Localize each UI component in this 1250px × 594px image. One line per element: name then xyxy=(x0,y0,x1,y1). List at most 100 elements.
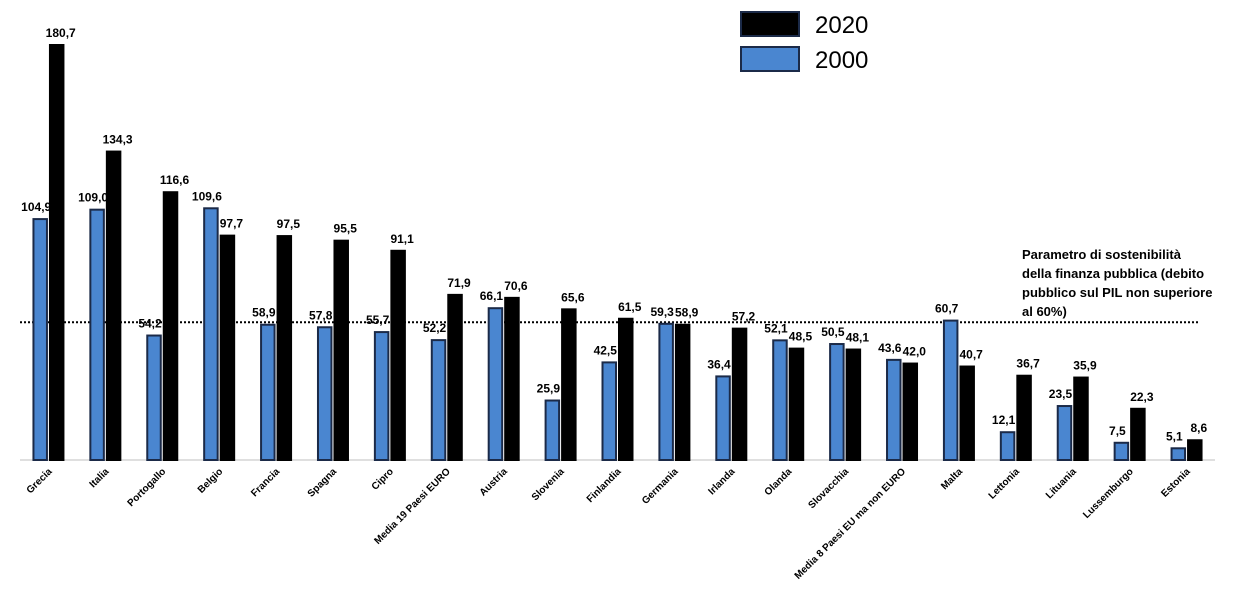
x-tick-label: Estonia xyxy=(1159,466,1193,500)
bar xyxy=(674,323,691,461)
bar xyxy=(959,365,975,462)
bar xyxy=(89,208,105,461)
x-tick-label: Grecia xyxy=(25,466,55,496)
value-label: 104,9 xyxy=(21,200,51,214)
value-label: 40,7 xyxy=(959,348,983,362)
value-label: 23,5 xyxy=(1049,387,1073,401)
bar xyxy=(942,319,959,461)
legend-label: 2000 xyxy=(815,47,868,74)
value-label: 7,5 xyxy=(1109,424,1126,438)
value-label: 70,6 xyxy=(504,279,528,293)
x-tick-label: Germania xyxy=(640,466,681,507)
annotation: al 60%) xyxy=(1022,304,1067,319)
bar xyxy=(829,343,845,461)
value-label: 43,6 xyxy=(878,341,902,355)
value-label: 5,1 xyxy=(1166,429,1183,443)
bar xyxy=(1130,407,1146,461)
x-tick-label: Cipro xyxy=(370,466,396,492)
bar xyxy=(162,191,179,461)
bar xyxy=(1016,374,1032,462)
bar xyxy=(487,307,504,462)
value-label: 180,7 xyxy=(46,26,76,40)
bar xyxy=(203,207,219,461)
x-tick-label: Francia xyxy=(249,466,282,499)
legend-swatch xyxy=(740,11,800,37)
value-label: 59,3 xyxy=(650,305,674,319)
value-label: 35,9 xyxy=(1073,359,1097,373)
value-label: 66,1 xyxy=(480,289,504,303)
bar xyxy=(260,323,276,461)
value-label: 52,1 xyxy=(764,321,788,335)
bar xyxy=(561,308,577,462)
bar xyxy=(504,296,520,462)
bar xyxy=(886,358,902,462)
bar xyxy=(146,334,162,462)
bar xyxy=(601,361,617,461)
bar xyxy=(105,150,122,462)
x-tick-label: Olanda xyxy=(763,466,795,498)
x-tick-label: Spagna xyxy=(306,466,340,500)
value-label: 48,1 xyxy=(846,331,870,345)
value-label: 48,5 xyxy=(789,330,813,344)
bar xyxy=(1170,447,1187,462)
bar xyxy=(1113,441,1130,462)
annotation: pubblico sul PIL non superiore xyxy=(1022,285,1212,300)
x-tick-label: Irlanda xyxy=(706,466,737,497)
value-label: 8,6 xyxy=(1190,421,1207,435)
bar xyxy=(32,218,48,461)
value-label: 58,9 xyxy=(252,306,276,320)
value-label: 36,7 xyxy=(1016,357,1040,371)
bar xyxy=(430,339,447,461)
bar xyxy=(390,249,406,461)
value-label: 58,9 xyxy=(675,306,699,320)
value-label: 109,0 xyxy=(78,191,108,205)
bar xyxy=(1187,439,1203,461)
bar xyxy=(1056,405,1073,461)
bar xyxy=(618,317,634,461)
value-label: 60,7 xyxy=(935,302,959,316)
value-label: 109,6 xyxy=(192,189,222,203)
bar xyxy=(1073,376,1089,461)
x-tick-label: Slovenia xyxy=(530,466,567,503)
value-label: 42,5 xyxy=(594,343,618,357)
bar xyxy=(544,399,561,461)
value-label: 22,3 xyxy=(1130,390,1154,404)
bar xyxy=(772,339,788,462)
bar xyxy=(316,326,333,462)
value-label: 97,5 xyxy=(277,217,301,231)
value-label: 91,1 xyxy=(390,232,414,246)
bar xyxy=(219,234,236,461)
bar xyxy=(715,375,731,461)
x-tick-label: Lussemburgo xyxy=(1081,466,1136,521)
x-tick-label: Finlandia xyxy=(585,466,624,505)
value-label: 55,7 xyxy=(366,313,390,327)
bar xyxy=(845,348,862,462)
value-label: 25,9 xyxy=(537,382,561,396)
bar xyxy=(276,235,293,461)
bar xyxy=(731,327,748,461)
bar xyxy=(658,322,674,461)
x-tick-label: Slovacchia xyxy=(807,466,852,511)
value-label: 57,8 xyxy=(309,308,333,322)
legend-swatch xyxy=(740,46,800,72)
value-label: 52,2 xyxy=(423,321,447,335)
x-tick-label: Media 8 Paesi EU ma non EURO xyxy=(793,466,909,582)
value-label: 95,5 xyxy=(334,222,358,236)
x-tick-label: Italia xyxy=(88,466,112,490)
x-tick-label: Malta xyxy=(939,466,965,492)
value-label: 61,5 xyxy=(618,300,642,314)
annotation: Parametro di sostenibilità xyxy=(1022,247,1182,262)
bar xyxy=(999,431,1016,461)
value-label: 71,9 xyxy=(447,276,471,290)
x-tick-label: Lettonia xyxy=(987,466,1023,502)
bar xyxy=(333,239,349,461)
value-label: 54,2 xyxy=(138,317,162,331)
x-tick-label: Austria xyxy=(478,466,510,498)
bar xyxy=(48,44,65,461)
value-label: 42,0 xyxy=(903,345,927,359)
x-tick-label: Lituania xyxy=(1044,466,1079,501)
x-tick-label: Portogallo xyxy=(126,466,169,509)
value-label: 97,7 xyxy=(220,217,244,231)
value-label: 57,2 xyxy=(732,310,756,324)
